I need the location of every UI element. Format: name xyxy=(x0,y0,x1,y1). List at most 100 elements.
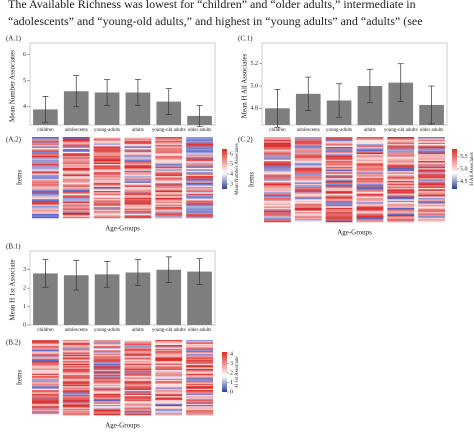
heatmap-stripe xyxy=(186,139,213,142)
heatmap-stripe xyxy=(356,210,384,213)
heatmap-stripe xyxy=(325,205,353,207)
heatmap-stripe xyxy=(418,169,445,172)
heatmap-stripe xyxy=(124,170,152,173)
heatmap-stripe xyxy=(387,179,415,182)
heatmap-stripe xyxy=(325,185,353,187)
y-axis-label: Items xyxy=(16,369,24,385)
heatmap-stripe xyxy=(325,144,353,146)
heatmap-stripe xyxy=(32,403,59,406)
heatmap-stripe xyxy=(155,400,183,402)
heatmap-stripe xyxy=(124,397,152,400)
heatmap-stripe xyxy=(418,162,445,165)
heatmap-stripe xyxy=(155,161,183,163)
heatmap-stripe xyxy=(32,370,59,372)
heatmap-stripe xyxy=(155,365,183,367)
heatmap-stripe xyxy=(32,143,59,146)
heatmap-stripe xyxy=(32,382,59,385)
heatmap-stripe xyxy=(93,182,121,185)
heatmap-stripe xyxy=(325,161,353,163)
heatmap-stripe xyxy=(62,381,90,383)
heatmap-stripe xyxy=(124,351,152,353)
heatmap-stripe xyxy=(186,350,213,352)
heatmap-stripe xyxy=(62,145,90,147)
heatmap-stripe xyxy=(62,357,90,360)
heatmap-stripe xyxy=(32,189,59,192)
heatmap-stripe xyxy=(32,164,59,166)
heatmap-stripe xyxy=(418,155,445,158)
heatmap-stripe xyxy=(155,215,183,217)
x-tick-label: older adults xyxy=(188,128,212,133)
heatmap-stripe xyxy=(155,209,183,212)
heatmap-stripe xyxy=(62,147,90,150)
heatmap-stripe xyxy=(356,159,384,162)
heatmap-stripe xyxy=(155,361,183,363)
heatmap-stripe xyxy=(32,365,59,367)
heatmap-stripe xyxy=(186,403,213,406)
heatmap-stripe xyxy=(62,215,90,217)
heatmap-stripe xyxy=(264,183,291,186)
heatmap-stripe xyxy=(186,150,213,153)
heatmap-stripe xyxy=(32,176,59,178)
heatmap-stripe xyxy=(325,206,353,209)
heatmap-stripe xyxy=(264,158,291,160)
heatmap-stripe xyxy=(264,214,291,217)
heatmap-stripe xyxy=(32,351,59,353)
heatmap-stripe xyxy=(186,400,213,402)
heatmap-stripe xyxy=(32,141,59,143)
heatmap-stripe xyxy=(124,412,152,415)
heatmap-stripe xyxy=(124,188,152,190)
y-tick-label: 5.2 xyxy=(251,61,259,67)
heatmap-stripe xyxy=(186,196,213,199)
heatmap-stripe xyxy=(155,385,183,387)
heatmap-stripe xyxy=(294,207,322,210)
heatmap-stripe xyxy=(124,405,152,407)
heatmap-stripe xyxy=(264,210,291,213)
heatmap-stripe xyxy=(62,200,90,203)
heatmap-stripe xyxy=(186,365,213,367)
heatmap-stripe xyxy=(93,403,121,406)
heatmap-stripe xyxy=(264,209,291,211)
heatmap-stripe xyxy=(325,159,353,162)
heatmap-stripe xyxy=(155,180,183,182)
heatmap-stripe xyxy=(356,188,384,190)
heatmap-stripe xyxy=(387,144,415,146)
heatmap-stripe xyxy=(32,350,59,352)
heatmap-stripe xyxy=(32,391,59,393)
heatmap-stripe xyxy=(356,156,384,159)
heatmap-stripe xyxy=(294,171,322,173)
heatmap-stripe xyxy=(356,138,384,141)
heatmap-stripe xyxy=(325,193,353,196)
text-line: “adolescents” and “young-old adults,” an… xyxy=(8,14,423,28)
heatmap-stripe xyxy=(32,376,59,378)
heatmap-stripe xyxy=(62,408,90,411)
heatmap-stripe xyxy=(325,178,353,180)
heatmap-stripe xyxy=(264,216,291,219)
heatmap-stripe xyxy=(155,164,183,166)
heatmap-stripe xyxy=(155,397,183,400)
heatmap-stripe xyxy=(155,154,183,157)
heatmap-stripe xyxy=(62,370,90,372)
heatmap-stripe xyxy=(155,341,183,343)
heatmap-stripe xyxy=(93,184,121,186)
heatmap-stripe xyxy=(418,206,445,209)
heatmap-stripe xyxy=(93,405,121,407)
heatmap-stripe xyxy=(93,189,121,192)
heatmap-stripe xyxy=(294,155,322,158)
heatmap-stripe xyxy=(356,149,384,152)
heatmap-stripe xyxy=(62,365,90,367)
heatmap-stripe xyxy=(418,219,445,221)
heatmap-stripe xyxy=(294,158,322,160)
heatmap-stripe xyxy=(32,397,59,400)
heatmap-stripe xyxy=(356,219,384,221)
heatmap-stripe xyxy=(62,180,90,182)
heatmap-stripe xyxy=(186,216,213,219)
heatmap-stripe xyxy=(294,192,322,194)
heatmap-stripe xyxy=(62,213,90,216)
heatmap-stripe xyxy=(93,393,121,396)
heatmap-stripe xyxy=(325,196,353,199)
heatmap-stripe xyxy=(356,213,384,216)
heatmap-stripe xyxy=(124,201,152,204)
heatmap-stripe xyxy=(62,371,90,373)
heatmap-stripe xyxy=(155,188,183,190)
heatmap-stripe xyxy=(356,212,384,214)
